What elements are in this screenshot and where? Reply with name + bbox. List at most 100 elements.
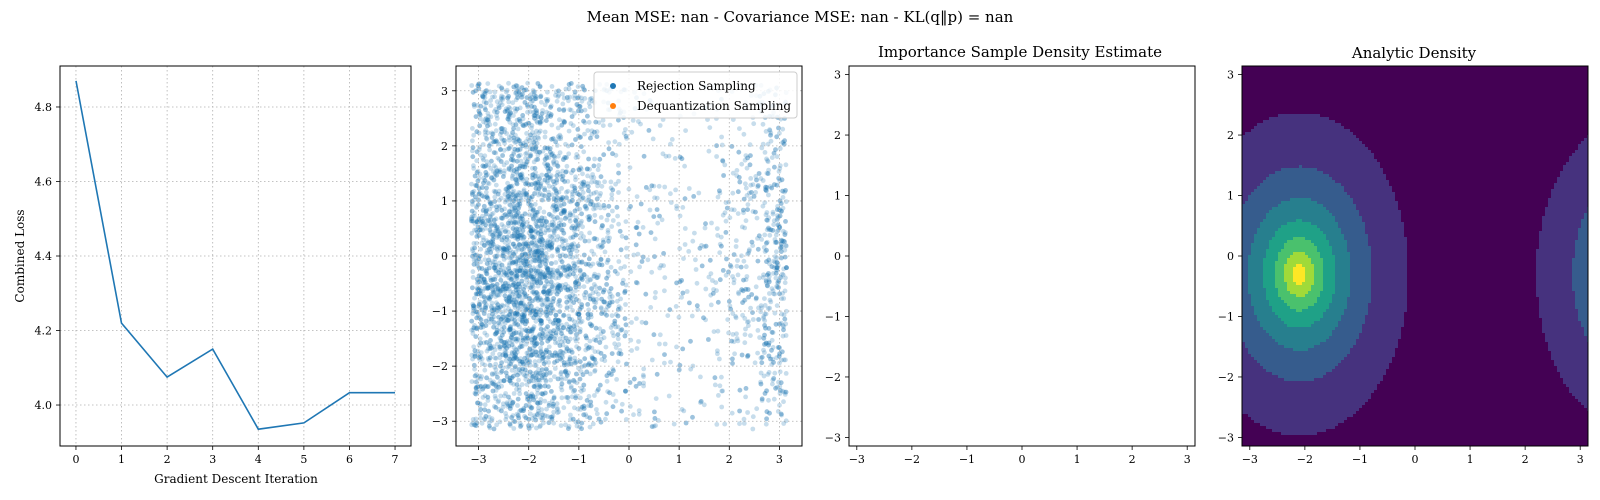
scatter-point: [578, 388, 584, 394]
scatter-point: [627, 380, 633, 385]
scatter-point: [521, 304, 527, 310]
scatter-point: [762, 311, 768, 317]
scatter-point: [535, 81, 541, 86]
scatter-point: [523, 181, 528, 187]
scatter-point: [504, 313, 510, 319]
scatter-point: [509, 153, 515, 159]
scatter-point: [528, 268, 534, 273]
scatter-point: [495, 286, 501, 291]
scatter-point: [719, 388, 725, 394]
scatter-point: [469, 230, 475, 236]
scatter-point: [755, 246, 761, 252]
scatter-point: [599, 223, 605, 228]
scatter-point: [551, 328, 557, 334]
scatter-point: [559, 259, 565, 265]
scatter-point: [500, 153, 505, 158]
scatter-point: [528, 404, 534, 410]
scatter-point: [554, 214, 560, 220]
scatter-point: [478, 317, 484, 323]
scatter-point: [656, 183, 662, 189]
scatter-point: [779, 296, 784, 301]
scatter-point: [652, 254, 657, 259]
scatter-point: [586, 307, 592, 313]
scatter-point: [773, 232, 779, 238]
scatter-point: [538, 307, 544, 313]
scatter-point: [619, 327, 625, 333]
scatter-point: [692, 230, 697, 236]
scatter-point: [594, 296, 600, 302]
scatter-point: [592, 236, 598, 241]
scatter-point: [588, 135, 593, 141]
scatter-point: [610, 208, 615, 214]
scatter-point: [534, 108, 539, 113]
scatter-point: [739, 287, 745, 293]
scatter-point: [766, 342, 771, 348]
scatter-point: [573, 232, 579, 238]
scatter-point: [753, 209, 758, 215]
scatter-point: [566, 128, 572, 134]
scatter-point: [774, 260, 780, 266]
scatter-point: [604, 378, 610, 384]
scatter-point: [622, 316, 628, 321]
scatter-point: [724, 256, 729, 262]
scatter-point: [545, 162, 551, 168]
scatter-point: [600, 117, 606, 123]
scatter-point: [594, 407, 599, 412]
scatter-point: [559, 395, 565, 401]
scatter-point: [687, 300, 692, 306]
scatter-point: [547, 242, 552, 248]
scatter-point: [495, 374, 500, 380]
scatter-point: [483, 189, 489, 195]
scatter-point: [503, 197, 509, 203]
scatter-point: [730, 361, 735, 366]
scatter-point: [587, 415, 593, 421]
scatter-point: [500, 284, 506, 290]
scatter-point: [516, 385, 522, 390]
scatter-point: [486, 423, 492, 429]
scatter-point: [722, 421, 728, 427]
scatter-point: [549, 222, 555, 228]
scatter-point: [501, 343, 507, 348]
scatter-point: [490, 131, 496, 137]
scatter-point: [531, 340, 537, 346]
scatter-point: [631, 376, 637, 382]
scatter-point: [501, 325, 507, 330]
scatter-point: [509, 299, 515, 305]
scatter-point: [760, 203, 766, 209]
scatter-point: [511, 135, 517, 141]
scatter-point: [566, 247, 572, 253]
scatter-point: [690, 414, 695, 420]
scatter-point: [506, 223, 511, 229]
scatter-point: [740, 288, 746, 294]
scatter-point: [572, 185, 578, 191]
scatter-point: [523, 195, 529, 201]
scatter-point: [557, 283, 563, 289]
scatter-point: [540, 356, 545, 361]
scatter-point: [715, 194, 721, 200]
scatter-point: [769, 329, 775, 335]
scatter-point: [514, 356, 520, 362]
scatter-point: [525, 156, 531, 162]
scatter-point: [535, 268, 541, 274]
scatter-point: [614, 204, 620, 210]
scatter-point: [518, 301, 523, 306]
scatter-point: [554, 407, 560, 412]
scatter-point: [584, 343, 589, 348]
scatter-point: [573, 280, 579, 285]
scatter-point: [694, 303, 700, 309]
scatter-point: [577, 376, 583, 382]
scatter-point: [507, 326, 513, 332]
scatter-point: [507, 209, 512, 215]
scatter-point: [530, 172, 536, 178]
scatter-point: [586, 119, 592, 125]
scatter-point: [491, 426, 497, 432]
scatter-point: [748, 333, 753, 338]
scatter-point: [597, 156, 603, 162]
scatter-point: [560, 195, 566, 201]
scatter-point: [535, 224, 540, 230]
scatter-point: [507, 406, 513, 411]
scatter-point: [742, 340, 748, 346]
scatter-point: [782, 280, 788, 286]
scatter-point: [484, 194, 490, 200]
scatter-point: [660, 151, 666, 157]
